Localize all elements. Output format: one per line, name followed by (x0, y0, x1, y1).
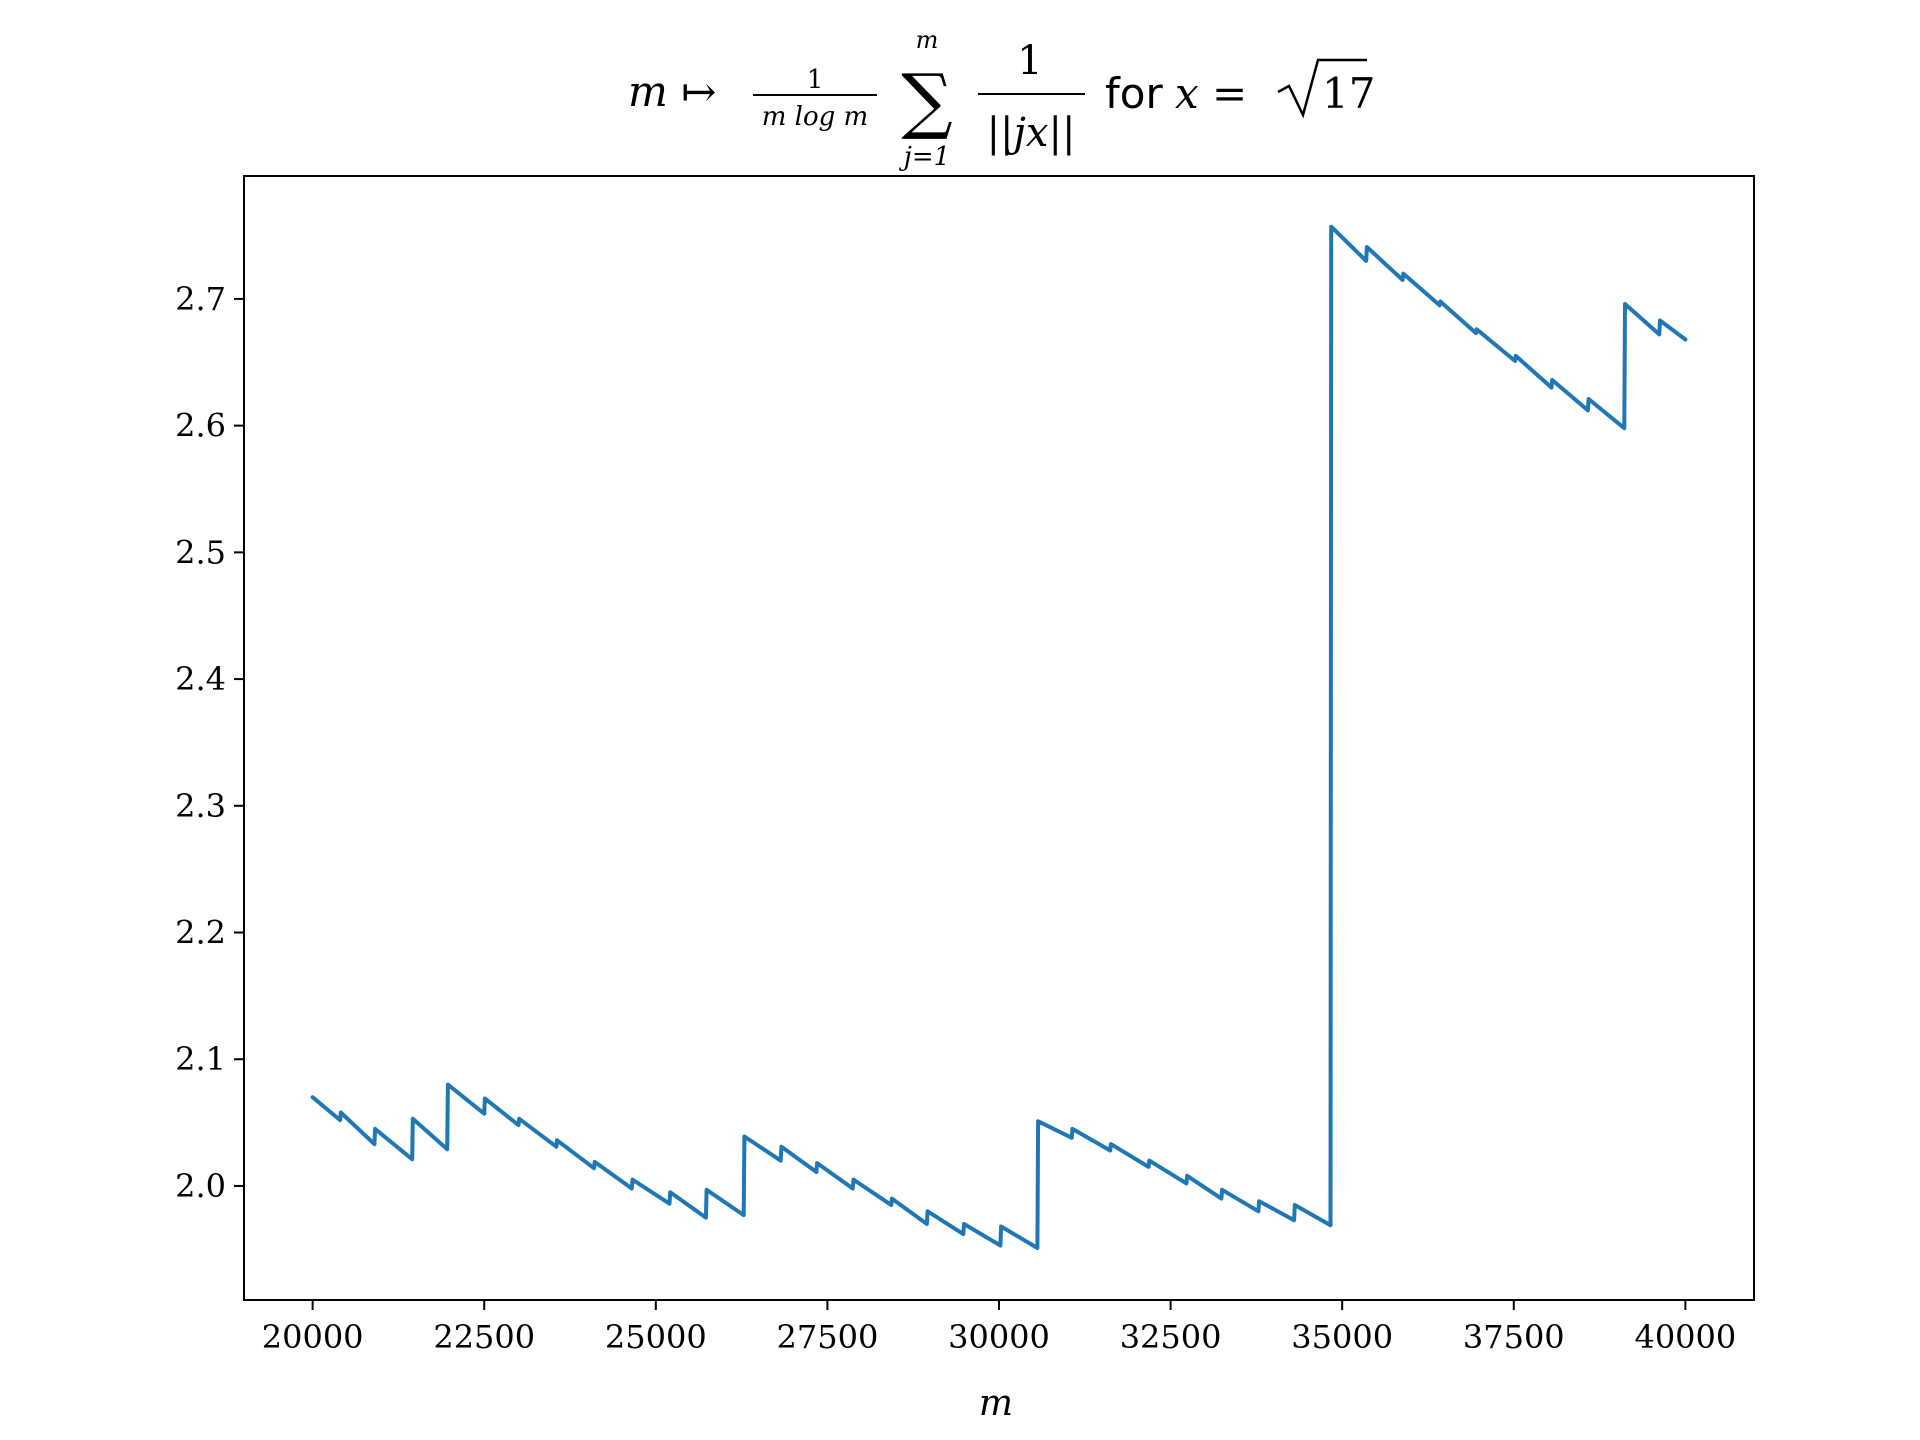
title-condition: x = (1175, 69, 1247, 118)
x-axis-label: m (979, 1383, 1013, 1424)
title-term-numerator: 1 (1017, 38, 1042, 84)
title-sum-upper: m (916, 26, 939, 54)
x-tick-label: 37500 (1463, 1318, 1565, 1356)
title-sum-lower: j=1 (899, 142, 950, 172)
y-tick-label: 2.7 (175, 280, 226, 318)
y-tick-label: 2.1 (175, 1040, 226, 1078)
x-tick-label: 35000 (1291, 1318, 1393, 1356)
y-axis-ticks: 2.0 2.1 2.2 2.3 2.4 2.5 2.6 2.7 (175, 280, 244, 1205)
y-tick-label: 2.3 (175, 787, 226, 825)
x-tick-label: 40000 (1634, 1318, 1736, 1356)
title-frac-numerator: 1 (807, 65, 824, 95)
plot-area-frame (243, 175, 1755, 1301)
x-axis-ticks: 20000 22500 25000 27500 30000 32500 35000 37500… (262, 1300, 1736, 1356)
title-sum-symbol: ∑ (901, 58, 952, 142)
title-term-denominator: ||jx|| (987, 110, 1076, 156)
y-tick-label: 2.0 (175, 1167, 226, 1205)
y-tick-label: 2.4 (175, 660, 226, 698)
x-tick-label: 32500 (1120, 1318, 1222, 1356)
y-tick-label: 2.6 (175, 407, 226, 445)
series-line-0 (310, 224, 1688, 1250)
y-tick-label: 2.5 (175, 533, 226, 571)
chart-title: m ↦ 1 m log m m ∑ j=1 1 ||jx|| for x = 1… (628, 26, 1375, 172)
title-for-word: for (1105, 69, 1163, 118)
x-tick-label: 22500 (433, 1318, 535, 1356)
title-sqrt-sign (1277, 58, 1367, 119)
title-radicand: 17 (1322, 69, 1375, 118)
x-tick-label: 25000 (605, 1318, 707, 1356)
title-frac-denominator: m log m (762, 102, 868, 132)
title-lhs: m ↦ (628, 67, 716, 116)
x-tick-label: 27500 (777, 1318, 879, 1356)
x-tick-label: 30000 (948, 1318, 1050, 1356)
x-tick-label: 20000 (262, 1318, 364, 1356)
y-tick-label: 2.2 (175, 914, 226, 952)
series-layer (310, 224, 1688, 1250)
